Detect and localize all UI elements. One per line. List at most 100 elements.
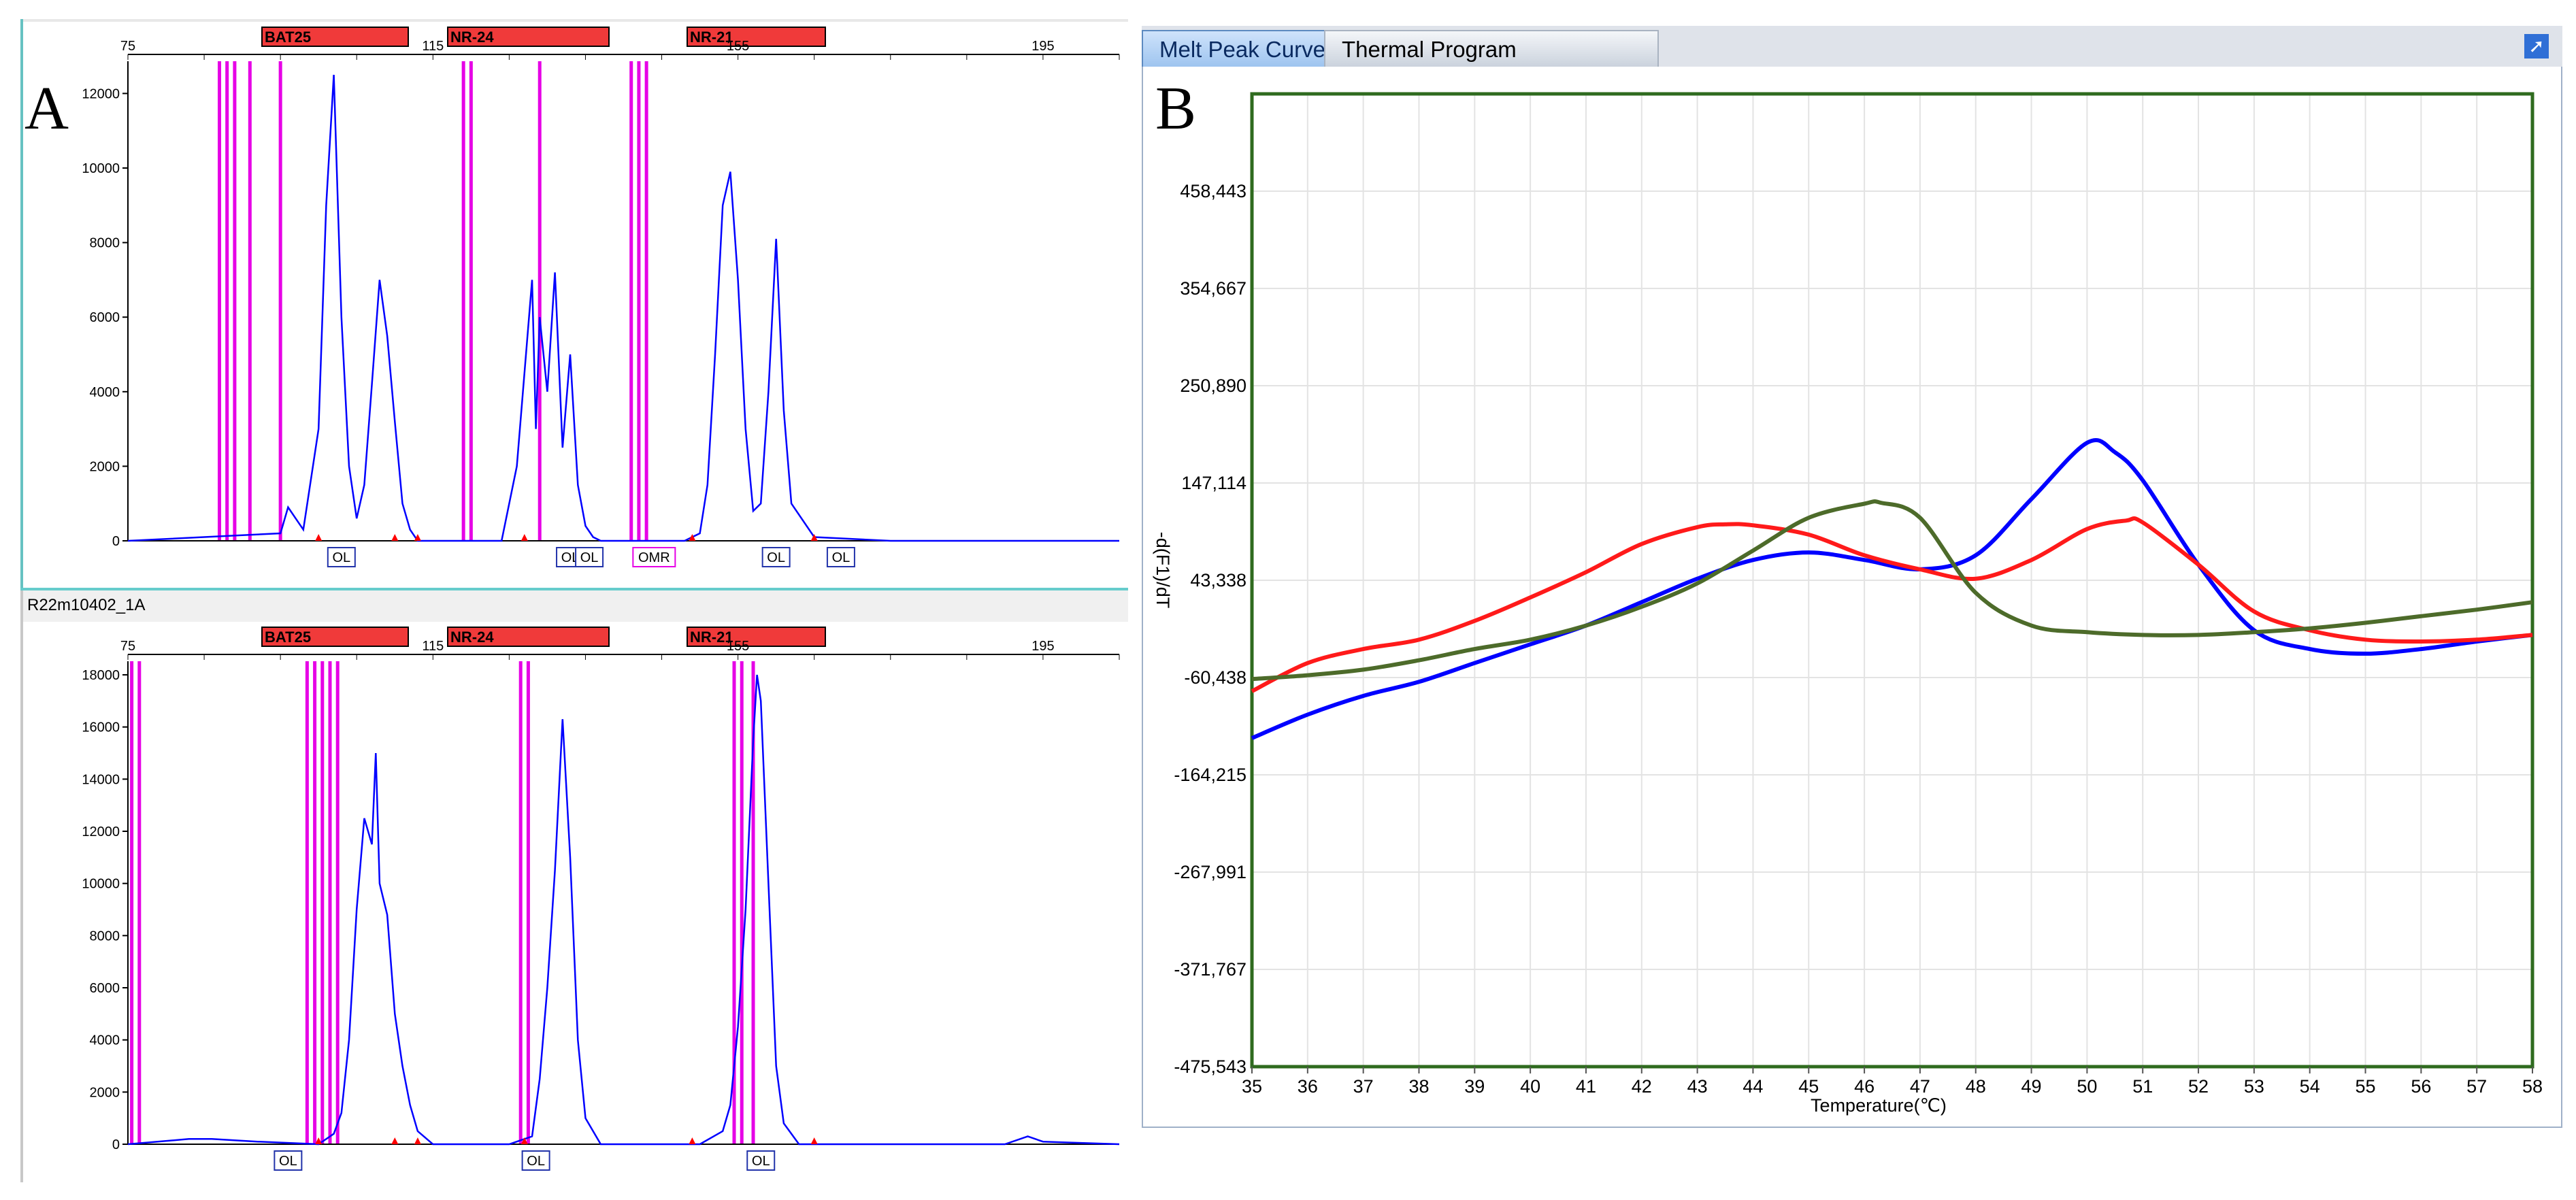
peak-label-box [274, 1150, 303, 1171]
baseline-marker [414, 1137, 421, 1144]
x-tick-label: 37 [1353, 1076, 1374, 1097]
peak-label-box [746, 1150, 776, 1171]
y-tick-label: -60,438 [1184, 667, 1246, 688]
x-tick-label: 50 [2077, 1076, 2097, 1097]
size-tick-label: 195 [1031, 639, 1054, 654]
x-tick-label: 49 [2021, 1076, 2042, 1097]
x-tick-label: 45 [1798, 1076, 1819, 1097]
melt-curve-olive [1251, 499, 2533, 682]
baseline-marker [391, 1137, 399, 1144]
y-tick-label: 43,338 [1190, 570, 1246, 590]
melt-peak-chart: 35 36 37 38 39 40 41 42 43 44 45 46 47 48 49 50 51 52 53 54… [1153, 92, 2543, 1116]
baseline-marker [689, 534, 696, 541]
peak-label: OL [767, 550, 785, 565]
baseline-marker [315, 534, 323, 541]
marker-bar [261, 27, 409, 47]
trace-line [127, 674, 1120, 1146]
x-tick-label: 42 [1632, 1076, 1652, 1097]
y-tick-label: 2000 [90, 459, 120, 474]
marker-label: BAT25 [265, 29, 311, 46]
x-tick-label: 46 [1854, 1076, 1875, 1097]
plot-frame [1250, 92, 2534, 1069]
marker-label: NR-21 [690, 629, 733, 646]
left-panel-bottom-edge [20, 590, 23, 1182]
x-tick-label: 36 [1298, 1076, 1318, 1097]
y-tick-label: 10000 [82, 877, 120, 892]
y-tick-label: 458,443 [1180, 181, 1246, 201]
x-tick-label: 47 [1910, 1076, 1930, 1097]
pin-icon[interactable]: ➚ [2524, 34, 2549, 59]
y-tick-label: 10000 [82, 161, 120, 176]
y-tick-label: 12000 [82, 824, 120, 839]
panel-label-a: A [24, 75, 69, 142]
y-tick-label: -164,215 [1174, 765, 1246, 785]
x-tick-label: 40 [1520, 1076, 1540, 1097]
y-tick-label: 4000 [90, 385, 120, 400]
tab-bar: Melt Peak Curve Thermal Program ➚ [1142, 26, 2562, 68]
x-tick-label: 39 [1464, 1076, 1485, 1097]
x-tick-label: 55 [2355, 1076, 2375, 1097]
panel-label-b: B [1155, 75, 1197, 142]
size-tick-label: 155 [727, 39, 749, 54]
y-tick-label: 12000 [82, 86, 120, 101]
y-tick-label: 14000 [82, 772, 120, 787]
y-tick-label: 8000 [90, 929, 120, 944]
x-tick-label: 51 [2132, 1076, 2153, 1097]
y-tick-label: 6000 [90, 310, 120, 325]
y-tick-label: -475,543 [1174, 1056, 1246, 1077]
left-panel-track-bar [20, 590, 1128, 622]
x-tick-label: 54 [2300, 1076, 2320, 1097]
x-tick-label: 58 [2522, 1076, 2543, 1097]
baseline-marker [391, 534, 399, 541]
size-tick-label: 75 [120, 39, 135, 54]
tab-thermal-program[interactable]: Thermal Program [1324, 30, 1659, 68]
size-tick-label: 195 [1031, 39, 1054, 54]
x-tick-label: 44 [1743, 1076, 1763, 1097]
peak-label: OL [561, 550, 580, 565]
y-tick-label: 354,667 [1180, 278, 1246, 299]
marker-label: NR-24 [450, 629, 494, 646]
marker-bar [261, 627, 409, 647]
y-tick-label: 2000 [90, 1085, 120, 1100]
x-tick-label: 53 [2244, 1076, 2264, 1097]
x-tick-label: 57 [2466, 1076, 2487, 1097]
peak-label: OL [279, 1154, 297, 1169]
x-tick-label: 41 [1576, 1076, 1596, 1097]
y-tick-label: 8000 [90, 236, 120, 251]
marker-bar [687, 627, 826, 647]
peak-label: OL [752, 1154, 770, 1169]
y-axis-label: -d(F1)/dT [1153, 532, 1173, 609]
peak-label: OL [580, 550, 599, 565]
peak-label-box [761, 547, 791, 567]
fragment-chart-bottom: BAT25 NR-24 NR-21 75 115 155 195 0 2000 4000 6000 8… [82, 627, 1120, 1171]
y-tick-label: 4000 [90, 1033, 120, 1048]
tab-melt-peak-curve[interactable]: Melt Peak Curve [1142, 30, 1351, 68]
peak-label-box [632, 547, 676, 567]
marker-bar [687, 27, 826, 47]
marker-bar [447, 627, 610, 647]
y-tick-label: 6000 [90, 981, 120, 996]
y-tick-label: 18000 [82, 668, 120, 683]
peak-label-box [575, 547, 604, 567]
baseline-marker [521, 534, 528, 541]
trace-line [127, 74, 1119, 542]
left-panel-divider [20, 588, 1128, 590]
peak-label: OL [832, 550, 851, 565]
size-tick-label: 75 [120, 639, 135, 654]
y-tick-label: 0 [112, 1137, 120, 1152]
marker-label: NR-21 [690, 29, 733, 46]
peak-label-box [826, 547, 855, 567]
peak-label-box [327, 547, 356, 567]
track-name: R22m10402_1A [27, 596, 146, 614]
x-tick-label: 52 [2188, 1076, 2209, 1097]
peak-label: OMR [638, 550, 670, 565]
x-tick-label: 35 [1242, 1076, 1262, 1097]
baseline-marker [315, 1137, 323, 1144]
y-tick-label: 16000 [82, 720, 120, 735]
baseline-marker [689, 1137, 696, 1144]
peak-label-box [521, 1150, 550, 1171]
baseline-marker [414, 534, 421, 541]
size-tick-label: 115 [422, 639, 444, 654]
baseline-marker [810, 534, 818, 541]
y-tick-label: 147,114 [1181, 473, 1246, 493]
